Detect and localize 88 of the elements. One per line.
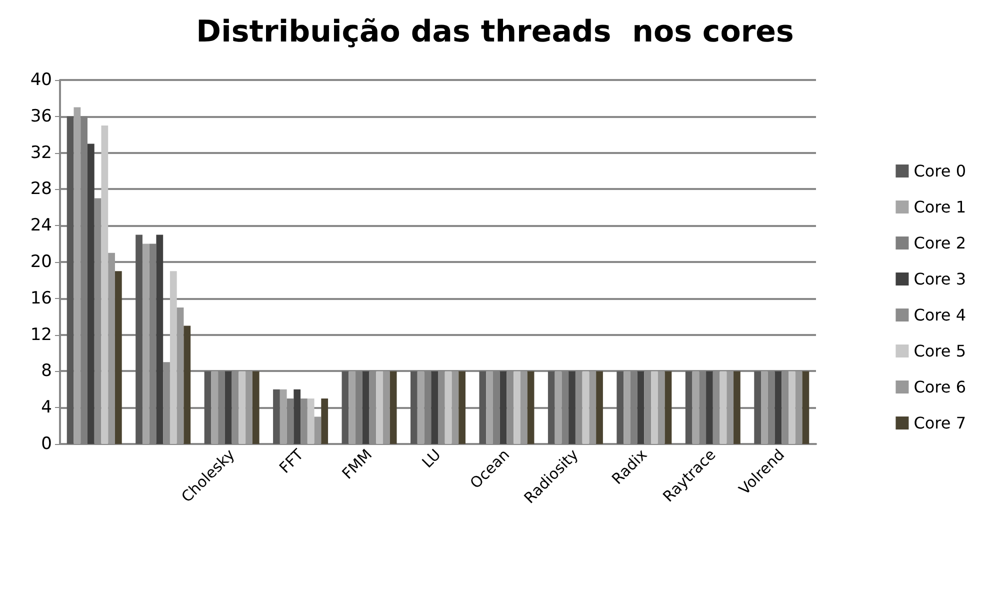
- bar: [108, 252, 115, 444]
- bar: [273, 389, 280, 444]
- bar: [788, 371, 796, 444]
- legend-label: Core 5: [914, 342, 966, 360]
- y-tick-label: 12: [30, 324, 52, 345]
- bar: [224, 371, 232, 444]
- x-tick-label: FFT: [276, 445, 308, 477]
- bar: [321, 398, 328, 444]
- legend-label: Core 7: [914, 414, 966, 432]
- y-tick-label: 20: [30, 252, 52, 272]
- bar: [720, 371, 727, 444]
- bar: [362, 371, 370, 444]
- bar: [624, 371, 630, 444]
- bar: [348, 371, 356, 444]
- bar: [658, 371, 665, 444]
- bar: [500, 371, 507, 444]
- bar: [280, 389, 287, 444]
- bar: [706, 371, 713, 444]
- bar: [692, 371, 700, 444]
- y-tick-label: 36: [30, 106, 52, 126]
- bar: [452, 371, 459, 444]
- bar: [114, 271, 122, 444]
- bar: [211, 371, 218, 444]
- bar: [664, 371, 672, 444]
- bar: [582, 371, 590, 444]
- bar: [514, 371, 520, 444]
- legend-label: Core 4: [914, 306, 966, 324]
- bar: [238, 371, 246, 444]
- chart-title: Distribuição das threads nos cores: [196, 14, 794, 50]
- bar: [376, 371, 384, 444]
- bar: [156, 234, 164, 444]
- bar: [294, 389, 301, 444]
- bar: [554, 371, 562, 444]
- bar: [802, 371, 810, 444]
- y-tick-label: 40: [30, 70, 52, 90]
- bar: [136, 234, 142, 444]
- bar: [734, 371, 740, 444]
- bar: [342, 371, 349, 444]
- bar: [616, 371, 624, 444]
- bar: [307, 398, 314, 444]
- bar: [87, 144, 94, 444]
- y-tick-label: 32: [30, 142, 52, 163]
- legend-label: Core 6: [914, 378, 966, 396]
- bar: [596, 371, 603, 444]
- bar: [390, 371, 397, 444]
- bar: [726, 371, 734, 444]
- bar: [486, 371, 493, 444]
- bar: [479, 371, 486, 444]
- bar: [568, 371, 576, 444]
- bar: [685, 371, 692, 444]
- bar: [444, 371, 452, 444]
- bar: [527, 371, 534, 444]
- bar: [548, 371, 555, 444]
- bar: [417, 371, 424, 444]
- y-tick-label: 8: [41, 361, 52, 382]
- bar: [431, 371, 438, 444]
- y-tick-label: 24: [30, 216, 52, 236]
- bar: [101, 126, 108, 444]
- bar: [74, 107, 81, 444]
- bar: [458, 371, 466, 444]
- bar: [761, 371, 768, 444]
- y-tick-label: 4: [41, 398, 52, 418]
- y-tick-label: 16: [30, 288, 52, 308]
- bar: [589, 371, 596, 444]
- bar: [637, 371, 644, 444]
- legend-label: Core 1: [914, 198, 966, 216]
- bar: [651, 371, 658, 444]
- bar: [142, 244, 150, 444]
- bar: [774, 371, 782, 444]
- bar: [520, 371, 528, 444]
- bar: [204, 371, 212, 444]
- bar: [252, 371, 260, 444]
- bar: [795, 371, 802, 444]
- bar: [170, 271, 177, 444]
- bar: [176, 308, 184, 444]
- bar: [410, 371, 418, 444]
- bar: [383, 371, 390, 444]
- bar: [66, 116, 74, 444]
- y-tick-label: 0: [41, 434, 52, 454]
- bar: [314, 416, 322, 444]
- legend-label: Core 0: [914, 162, 966, 180]
- legend-label: Core 2: [914, 234, 966, 252]
- bar: [246, 371, 252, 444]
- bar: [184, 326, 191, 444]
- y-tick-label: 28: [30, 179, 52, 200]
- bar: [754, 371, 762, 444]
- x-tick-label: LU: [418, 446, 444, 472]
- legend-label: Core 3: [914, 270, 966, 288]
